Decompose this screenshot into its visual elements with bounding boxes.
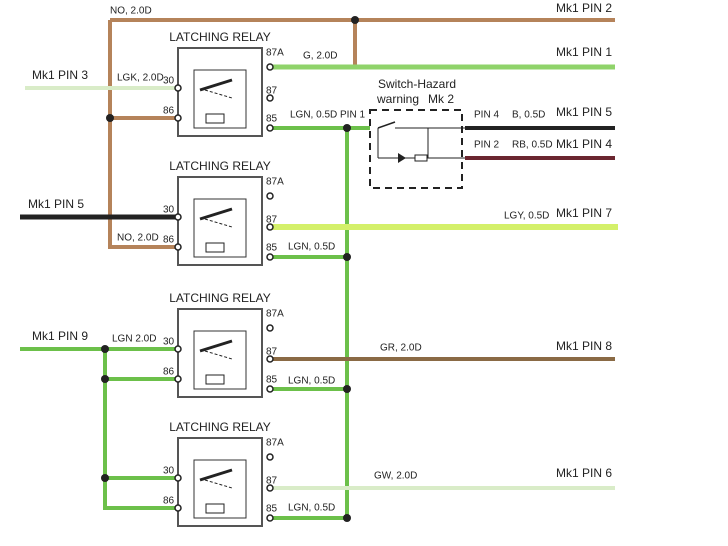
terminal-label: 30	[163, 466, 175, 477]
relay-switch	[199, 468, 233, 482]
wire-label: LGK, 2.0D	[117, 73, 164, 84]
terminal-label: 87A	[266, 438, 284, 449]
terminal	[266, 124, 274, 132]
junction	[343, 253, 351, 261]
relay-switch	[199, 207, 233, 221]
wire-label: B, 0.5D	[512, 110, 545, 121]
wire	[103, 349, 178, 510]
terminal	[266, 63, 274, 71]
wire-label: G, 2.0D	[303, 51, 337, 62]
wire-label: RB, 0.5D	[512, 140, 553, 151]
terminal-label: 85	[266, 243, 278, 254]
terminal	[266, 484, 274, 492]
wire-label: Mk1 PIN 8	[556, 339, 612, 353]
terminal-label: 87A	[266, 48, 284, 59]
junction	[343, 124, 351, 132]
wire-label: PIN 4	[474, 110, 499, 121]
relay-title: LATCHING RELAY	[169, 291, 271, 305]
wire-label: Mk1 PIN 2	[556, 1, 612, 15]
terminal	[266, 453, 274, 461]
terminal-label: 87	[266, 347, 278, 358]
junction	[343, 514, 351, 522]
relay-coil	[205, 113, 225, 124]
terminal	[174, 243, 182, 251]
terminal	[266, 324, 274, 332]
wire-label: Mk1 PIN 1	[556, 45, 612, 59]
terminal-label: 85	[266, 375, 278, 386]
junction	[101, 474, 109, 482]
wire-label: LGN, 0.5D	[288, 242, 335, 253]
relay-coil	[205, 242, 225, 253]
terminal-label: 30	[163, 337, 175, 348]
terminal-label: 86	[163, 235, 175, 246]
terminal	[174, 345, 182, 353]
terminal-label: 87	[266, 476, 278, 487]
terminal-label: 87A	[266, 309, 284, 320]
terminal	[266, 514, 274, 522]
wire-label: Mk1 PIN 9	[32, 329, 88, 343]
switch-hazard-box	[369, 109, 465, 189]
wire-label: LGN, 0.5D	[288, 503, 335, 514]
wire-label: NO, 2.0D	[110, 6, 152, 17]
relay-title: LATCHING RELAY	[169, 159, 271, 173]
relay-title: LATCHING RELAY	[169, 420, 271, 434]
relay	[174, 176, 274, 266]
wire-label: Mk1 PIN 6	[556, 466, 612, 480]
relay-switch	[199, 78, 233, 92]
relay-title: LATCHING RELAY	[169, 30, 271, 44]
terminal	[266, 253, 274, 261]
terminal-label: 87A	[266, 177, 284, 188]
junction	[343, 385, 351, 393]
relay	[174, 437, 274, 527]
wire-label: LGN 2.0D	[112, 334, 156, 345]
wire-label: Mk1 PIN 5	[556, 105, 612, 119]
wire-label: NO, 2.0D	[117, 233, 159, 244]
wire-label: LGY, 0.5D	[504, 211, 549, 222]
terminal	[174, 213, 182, 221]
relay-switch	[199, 339, 233, 353]
wire-label: Mk1 PIN 7	[556, 206, 612, 220]
junction	[351, 16, 359, 24]
wire-label: GR, 2.0D	[380, 343, 422, 354]
terminal	[174, 474, 182, 482]
terminal-label: 85	[266, 504, 278, 515]
terminal	[174, 504, 182, 512]
junction	[101, 345, 109, 353]
terminal	[266, 385, 274, 393]
relay	[174, 47, 274, 137]
terminal-label: 30	[163, 76, 175, 87]
terminal-label: 87	[266, 215, 278, 226]
wire-label: Mk1 PIN 4	[556, 137, 612, 151]
wire-label: Mk 2	[428, 92, 454, 106]
wire-label: Switch-Hazard	[378, 77, 456, 91]
terminal	[266, 355, 274, 363]
junction	[106, 114, 114, 122]
terminal	[174, 114, 182, 122]
terminal-label: 87	[266, 86, 278, 97]
wire-label: warning	[376, 92, 419, 106]
terminal	[174, 375, 182, 383]
terminal-label: 30	[163, 205, 175, 216]
terminal	[266, 192, 274, 200]
junction	[101, 375, 109, 383]
relay	[174, 308, 274, 398]
relay-coil	[205, 503, 225, 514]
wire-label: PIN 1	[340, 110, 365, 121]
wire-label: Mk1 PIN 3	[32, 68, 88, 82]
terminal-label: 86	[163, 496, 175, 507]
terminal-label: 86	[163, 367, 175, 378]
wire-label: GW, 2.0D	[374, 471, 417, 482]
wire-label: PIN 2	[474, 140, 499, 151]
relay-coil	[205, 374, 225, 385]
wire-label: LGN, 0.5D	[290, 110, 337, 121]
wire-label: LGN, 0.5D	[288, 376, 335, 387]
wire-label: Mk1 PIN 5	[28, 197, 84, 211]
wire	[108, 20, 178, 249]
terminal-label: 85	[266, 114, 278, 125]
terminal	[174, 84, 182, 92]
terminal	[266, 223, 274, 231]
terminal	[266, 94, 274, 102]
terminal-label: 86	[163, 106, 175, 117]
